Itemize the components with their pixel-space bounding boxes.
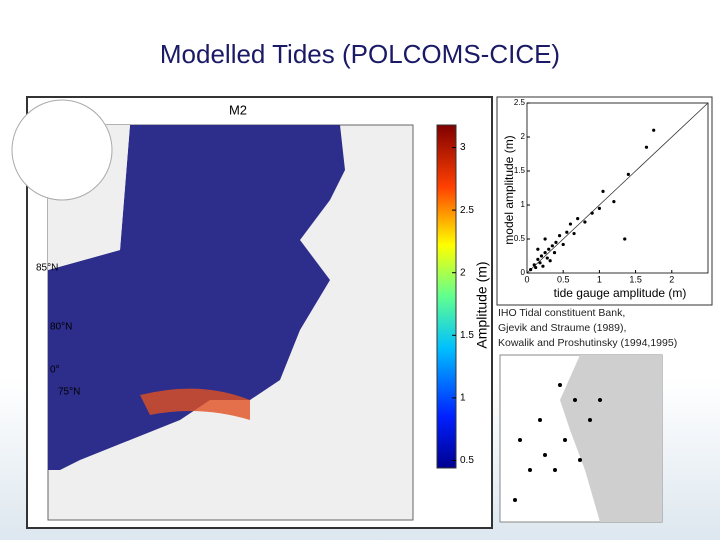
x-axis-label: tide gauge amplitude (m) <box>554 286 687 300</box>
point <box>548 259 552 263</box>
point <box>561 242 565 247</box>
colorbar <box>436 124 457 469</box>
point <box>541 264 545 268</box>
y-tick-label: 1 <box>521 200 526 209</box>
point <box>538 261 542 265</box>
point <box>626 172 630 176</box>
point <box>612 200 616 204</box>
point <box>576 217 580 221</box>
caption-line: Gjevik and Straume (1989), <box>498 322 626 334</box>
map-title: M2 <box>229 102 247 117</box>
pole <box>11 99 113 201</box>
identity-line <box>526 102 709 274</box>
point <box>545 256 549 260</box>
colorbar-tick-label: 1.5 <box>460 330 474 341</box>
point <box>554 240 558 244</box>
point <box>532 263 536 267</box>
y-axis-label: model amplitude (m) <box>502 135 516 244</box>
point <box>601 189 605 193</box>
y-tick-label: 0.5 <box>514 234 526 243</box>
sea <box>48 125 345 470</box>
point <box>652 128 656 132</box>
slide-title: Modelled Tides (POLCOMS-CICE) <box>160 39 560 69</box>
point <box>597 206 602 210</box>
colorbar-tick-label: 1 <box>460 393 466 404</box>
x-tick-label: 0 <box>524 274 529 284</box>
colorbar-tick-label: 2.5 <box>460 205 474 216</box>
point <box>543 237 547 241</box>
y-tick-label: 1.5 <box>514 166 526 175</box>
caption-line: IHO Tidal constituent Bank, <box>498 307 625 319</box>
point <box>536 257 540 261</box>
colorbar-tick-label: 2 <box>460 267 466 278</box>
x-tick-label: 1 <box>597 274 602 284</box>
point <box>539 254 544 258</box>
point <box>534 265 538 270</box>
colorbar-label: Amplitude (m) <box>474 261 490 348</box>
x-tick-label: 2 <box>669 274 674 284</box>
y-tick-label: 0 <box>521 268 526 277</box>
plot-area <box>526 102 709 274</box>
caption-line: Kowalik and Proshutinsky (1994,1995) <box>498 337 677 349</box>
point <box>557 234 562 238</box>
point <box>565 230 569 234</box>
point <box>590 211 594 215</box>
stations <box>513 383 602 502</box>
point <box>568 222 573 226</box>
sea-high <box>140 388 250 420</box>
point <box>583 220 587 224</box>
lat-label: 85°N <box>36 263 58 274</box>
colorbar-tick-label: 3 <box>460 142 466 153</box>
colorbar-tick-label: 0.5 <box>460 455 474 466</box>
station-land <box>560 355 662 522</box>
y-tick-label: 2.5 <box>514 98 526 107</box>
point <box>543 251 547 255</box>
point <box>572 231 576 236</box>
point <box>536 247 540 251</box>
x-tick-label: 0.5 <box>557 274 570 284</box>
y-tick-label: 2 <box>521 132 526 141</box>
scatter-panel <box>496 96 713 306</box>
lat-label: 75°N <box>58 387 80 398</box>
point <box>552 251 557 255</box>
point <box>644 145 649 149</box>
x-tick-label: 1.5 <box>629 274 642 284</box>
point <box>547 247 551 251</box>
point <box>529 268 533 272</box>
lon-label: 0° <box>50 365 60 376</box>
point <box>623 237 627 241</box>
lat-label: 80°N <box>50 322 72 333</box>
point <box>550 244 554 248</box>
